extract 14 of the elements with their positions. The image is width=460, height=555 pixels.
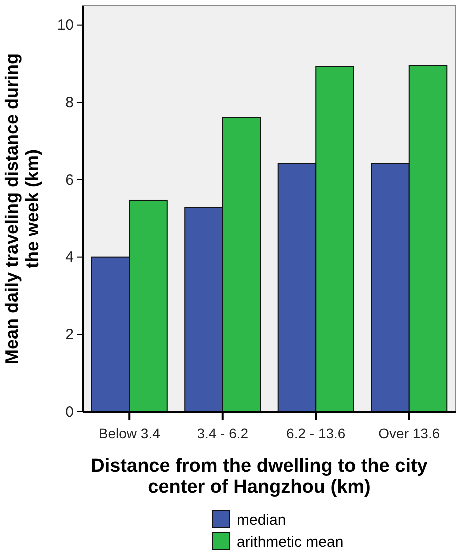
y-axis-title: Mean daily traveling distance during the week (km) — [2, 53, 43, 365]
legend-label: arithmetic mean — [237, 534, 344, 551]
y-tick-label: 0 — [66, 404, 74, 421]
y-tick-label: 4 — [66, 249, 74, 266]
x-tick-label: 3.4 - 6.2 — [197, 425, 249, 442]
legend-label: median — [237, 512, 286, 529]
y-tick-label: 8 — [66, 94, 74, 112]
x-tick-label: Below 3.4 — [98, 425, 161, 442]
y-tick-label: 6 — [66, 172, 74, 189]
x-tick-label: Over 13.6 — [378, 425, 440, 442]
x-axis-title: Distance from the dwelling to the city center of Hangzhou (km) — [91, 456, 428, 498]
y-tick-label: 2 — [66, 326, 74, 344]
x-tick-label: 6.2 - 13.6 — [286, 425, 346, 442]
y-tick-label: 10 — [57, 17, 74, 34]
